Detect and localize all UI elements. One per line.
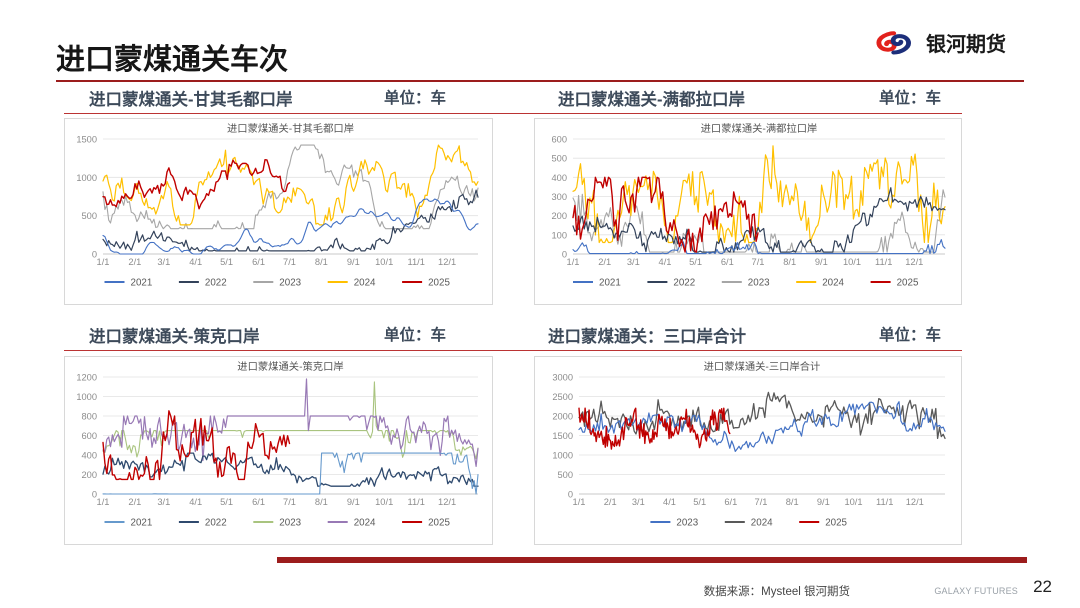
svg-text:2024: 2024 <box>354 517 376 528</box>
svg-text:11/1: 11/1 <box>407 497 424 507</box>
svg-text:11/1: 11/1 <box>875 257 892 267</box>
svg-text:8/1: 8/1 <box>786 497 799 507</box>
svg-text:进口蒙煤通关-策克口岸: 进口蒙煤通关-策克口岸 <box>237 360 343 373</box>
svg-text:400: 400 <box>81 451 97 461</box>
svg-text:10/1: 10/1 <box>843 257 861 267</box>
svg-text:4/1: 4/1 <box>189 257 202 267</box>
svg-text:2025: 2025 <box>825 517 847 528</box>
svg-text:10/1: 10/1 <box>375 497 393 507</box>
svg-text:6/1: 6/1 <box>721 257 734 267</box>
svg-text:2025: 2025 <box>428 277 450 288</box>
svg-text:5/1: 5/1 <box>689 257 702 267</box>
svg-text:3/1: 3/1 <box>157 497 170 507</box>
svg-text:12/1: 12/1 <box>906 497 924 507</box>
svg-text:12/1: 12/1 <box>438 497 456 507</box>
svg-text:4/1: 4/1 <box>663 497 676 507</box>
svg-text:12/1: 12/1 <box>438 257 456 267</box>
svg-text:2022: 2022 <box>205 277 227 288</box>
svg-text:10/1: 10/1 <box>844 497 862 507</box>
svg-text:2/1: 2/1 <box>598 257 611 267</box>
svg-text:1/1: 1/1 <box>567 257 580 267</box>
svg-text:6/1: 6/1 <box>724 497 737 507</box>
svg-text:4/1: 4/1 <box>189 497 202 507</box>
svg-text:进口蒙煤通关-甘其毛都口岸: 进口蒙煤通关-甘其毛都口岸 <box>227 122 354 135</box>
svg-text:1500: 1500 <box>76 135 97 145</box>
svg-text:2021: 2021 <box>131 277 153 288</box>
svg-text:10/1: 10/1 <box>375 257 393 267</box>
svg-text:8/1: 8/1 <box>783 257 796 267</box>
svg-text:600: 600 <box>81 431 97 441</box>
svg-text:进口蒙煤通关-三口岸合计: 进口蒙煤通关-三口岸合计 <box>704 360 821 373</box>
svg-text:2/1: 2/1 <box>128 257 141 267</box>
svg-text:3/1: 3/1 <box>632 497 645 507</box>
svg-text:2/1: 2/1 <box>604 497 617 507</box>
svg-text:1200: 1200 <box>76 373 97 383</box>
svg-text:2022: 2022 <box>673 277 695 288</box>
svg-text:500: 500 <box>557 470 573 480</box>
svg-text:8/1: 8/1 <box>315 257 328 267</box>
svg-text:1000: 1000 <box>76 173 97 183</box>
svg-text:5/1: 5/1 <box>693 497 706 507</box>
svg-text:1500: 1500 <box>552 431 573 441</box>
svg-text:2023: 2023 <box>748 277 770 288</box>
svg-text:2024: 2024 <box>751 517 773 528</box>
svg-text:2024: 2024 <box>354 277 376 288</box>
svg-text:2021: 2021 <box>131 517 153 528</box>
svg-text:9/1: 9/1 <box>815 257 828 267</box>
svg-text:2/1: 2/1 <box>128 497 141 507</box>
svg-text:2024: 2024 <box>822 277 844 288</box>
svg-text:7/1: 7/1 <box>752 257 765 267</box>
svg-text:6/1: 6/1 <box>252 257 265 267</box>
svg-text:100: 100 <box>551 230 567 240</box>
svg-text:2025: 2025 <box>897 277 919 288</box>
svg-text:200: 200 <box>551 211 567 221</box>
svg-text:1/1: 1/1 <box>97 497 110 507</box>
svg-text:500: 500 <box>551 154 567 164</box>
svg-text:9/1: 9/1 <box>347 257 360 267</box>
svg-text:8/1: 8/1 <box>315 497 328 507</box>
svg-text:12/1: 12/1 <box>905 257 923 267</box>
svg-text:7/1: 7/1 <box>283 257 296 267</box>
svg-text:3/1: 3/1 <box>157 257 170 267</box>
svg-text:5/1: 5/1 <box>220 257 233 267</box>
svg-text:9/1: 9/1 <box>347 497 360 507</box>
svg-text:11/1: 11/1 <box>407 257 424 267</box>
svg-text:7/1: 7/1 <box>755 497 768 507</box>
svg-text:1000: 1000 <box>552 451 573 461</box>
svg-text:2022: 2022 <box>205 517 227 528</box>
svg-text:4/1: 4/1 <box>659 257 672 267</box>
svg-text:3/1: 3/1 <box>627 257 640 267</box>
svg-text:1000: 1000 <box>76 392 97 402</box>
svg-text:6/1: 6/1 <box>252 497 265 507</box>
svg-text:2021: 2021 <box>599 277 621 288</box>
svg-text:2025: 2025 <box>428 517 450 528</box>
svg-text:11/1: 11/1 <box>876 497 893 507</box>
svg-text:2023: 2023 <box>279 277 301 288</box>
svg-text:2023: 2023 <box>676 517 698 528</box>
svg-text:进口蒙煤通关-满都拉口岸: 进口蒙煤通关-满都拉口岸 <box>701 122 818 135</box>
svg-text:200: 200 <box>81 470 97 480</box>
svg-text:500: 500 <box>81 211 97 221</box>
svg-text:400: 400 <box>551 173 567 183</box>
svg-text:600: 600 <box>551 135 567 145</box>
svg-text:300: 300 <box>551 192 567 202</box>
svg-text:2000: 2000 <box>552 412 573 422</box>
svg-text:1/1: 1/1 <box>573 497 586 507</box>
svg-text:9/1: 9/1 <box>817 497 830 507</box>
svg-text:3000: 3000 <box>552 373 573 383</box>
svg-text:7/1: 7/1 <box>283 497 296 507</box>
svg-text:5/1: 5/1 <box>220 497 233 507</box>
svg-text:2500: 2500 <box>552 392 573 402</box>
svg-text:800: 800 <box>81 412 97 422</box>
svg-text:2023: 2023 <box>279 517 301 528</box>
svg-text:1/1: 1/1 <box>97 257 110 267</box>
